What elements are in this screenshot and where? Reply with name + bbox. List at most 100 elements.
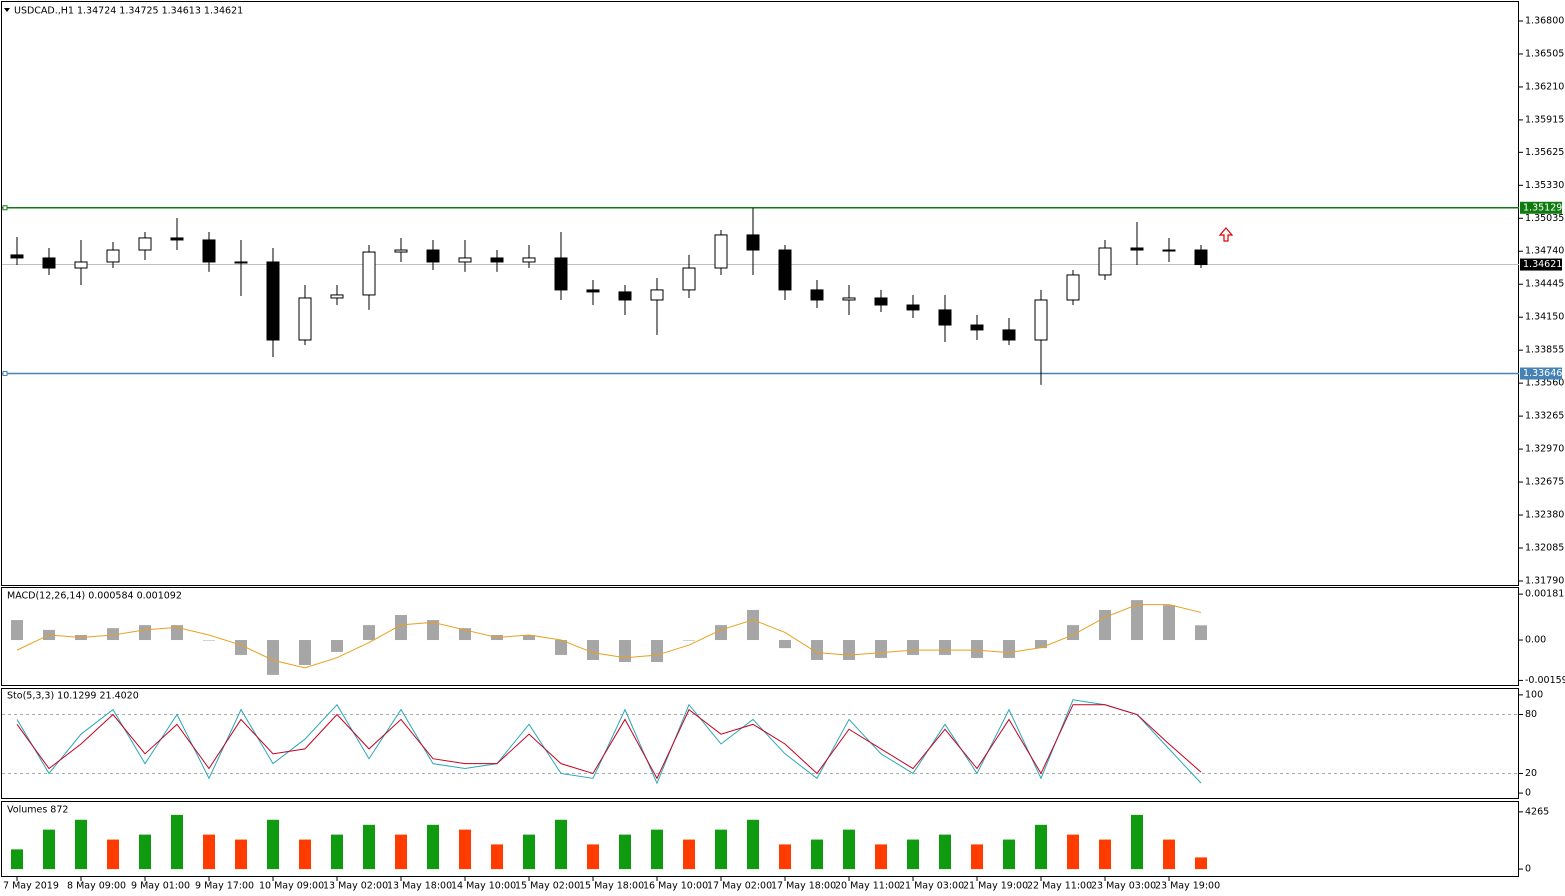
macd-bar	[875, 640, 887, 658]
candle-body	[650, 289, 664, 301]
volume-bar	[1163, 839, 1175, 870]
macd-bar	[363, 625, 375, 641]
candle-body	[490, 257, 504, 263]
macd-bar	[1099, 609, 1111, 641]
x-tick-label: 17 May 02:00	[707, 881, 772, 892]
candle-body	[906, 304, 920, 311]
macd-bar	[619, 640, 631, 663]
volume-bar	[843, 829, 855, 870]
last-price-label: 1.34621	[1523, 259, 1562, 270]
level-handle	[2, 371, 8, 377]
y-tick-label: 0.00	[1525, 635, 1546, 646]
x-tick-label: 20 May 11:00	[835, 881, 900, 892]
x-tick-label: 9 May 17:00	[195, 881, 254, 892]
volume-bar	[555, 819, 567, 870]
volume-bar	[107, 839, 119, 870]
macd-bar	[267, 640, 279, 675]
volume-bar	[747, 819, 759, 870]
last-price-box	[1520, 258, 1562, 271]
y-tick-label: 1.33560	[1525, 378, 1564, 389]
y-tick-label: 1.35035	[1525, 213, 1564, 224]
macd-bar	[523, 634, 535, 641]
volume-bar	[587, 844, 599, 870]
volume-bar	[235, 839, 247, 870]
candle-body	[586, 289, 600, 293]
volume-bar	[299, 839, 311, 870]
macd-bar	[779, 640, 791, 649]
candle-body	[554, 257, 568, 291]
macd-bar	[1035, 640, 1047, 649]
candle-body	[1194, 249, 1208, 266]
x-tick-label: 13 May 18:00	[387, 881, 452, 892]
level-label-box	[1520, 367, 1562, 380]
candle-body	[426, 249, 440, 263]
macd-bar	[651, 640, 663, 663]
y-tick-label: 4265	[1525, 806, 1549, 817]
volume-bar	[811, 839, 823, 870]
volume-bar	[523, 834, 535, 870]
x-tick-label: 22 May 11:00	[1027, 881, 1092, 892]
x-tick-label: 16 May 10:00	[643, 881, 708, 892]
candle-body	[106, 249, 120, 263]
candle-body	[362, 251, 376, 296]
macd-bar	[331, 640, 343, 652]
volume-title: Volumes 872	[7, 805, 68, 816]
volume-bar	[875, 844, 887, 870]
x-tick-label: 10 May 09:00	[259, 881, 324, 892]
candle-body	[682, 267, 696, 291]
macd-bar	[715, 625, 727, 641]
candle-body	[394, 249, 408, 253]
y-tick-label: 0.001818	[1525, 589, 1565, 600]
candle-body	[810, 289, 824, 301]
x-tick-label: 23 May 19:00	[1155, 881, 1220, 892]
volume-bar	[75, 819, 87, 870]
x-tick-label: 8 May 09:00	[67, 881, 126, 892]
candle-body	[778, 249, 792, 291]
volume-bar	[43, 829, 55, 870]
volume-bar	[1131, 814, 1143, 870]
volume-bar	[683, 839, 695, 870]
macd-bar	[907, 640, 919, 655]
candle-body	[330, 294, 344, 299]
volume-bar	[363, 824, 375, 870]
macd-bar	[971, 640, 983, 658]
macd-bar	[11, 620, 23, 641]
macd-bar	[843, 640, 855, 660]
volume-bar	[1195, 857, 1207, 870]
y-tick-label: 1.34150	[1525, 312, 1564, 323]
x-tick-label: 21 May 19:00	[963, 881, 1028, 892]
stochastic-main-line	[16, 699, 1202, 785]
macd-bar	[683, 640, 695, 641]
macd-bar	[1131, 600, 1143, 641]
volume-bar	[651, 829, 663, 870]
y-tick-label: 100	[1525, 689, 1543, 700]
volume-bar	[11, 849, 23, 870]
y-tick-label: 1.35625	[1525, 147, 1564, 158]
y-tick-label: 1.32675	[1525, 477, 1564, 488]
macd-bar	[427, 620, 439, 641]
macd-bar	[395, 615, 407, 641]
y-tick-label: 1.35330	[1525, 180, 1564, 191]
candle-body	[522, 257, 536, 263]
macd-bar	[171, 625, 183, 641]
x-tick-label: 21 May 03:00	[899, 881, 964, 892]
candle-body	[1002, 329, 1016, 341]
menu-triangle[interactable]	[4, 8, 10, 12]
level-handle	[2, 205, 8, 211]
y-tick-label: 20	[1525, 768, 1537, 779]
level-label: 1.33646	[1523, 368, 1562, 379]
candle-body	[618, 291, 632, 301]
candle-body	[970, 324, 984, 331]
volume-bar	[1099, 839, 1111, 870]
stochastic-signal-line	[16, 704, 1202, 780]
candle-body	[1034, 299, 1048, 341]
y-tick-label: 1.32380	[1525, 510, 1564, 521]
macd-bar	[811, 640, 823, 660]
y-tick-label: 1.33265	[1525, 411, 1564, 422]
y-tick-label: 1.36800	[1525, 15, 1564, 26]
chart-title: USDCAD.,H1 1.34724 1.34725 1.34613 1.346…	[14, 6, 243, 17]
macd-bar	[555, 640, 567, 655]
x-tick-label: 23 May 03:00	[1091, 881, 1156, 892]
level-label-box	[1520, 201, 1562, 214]
